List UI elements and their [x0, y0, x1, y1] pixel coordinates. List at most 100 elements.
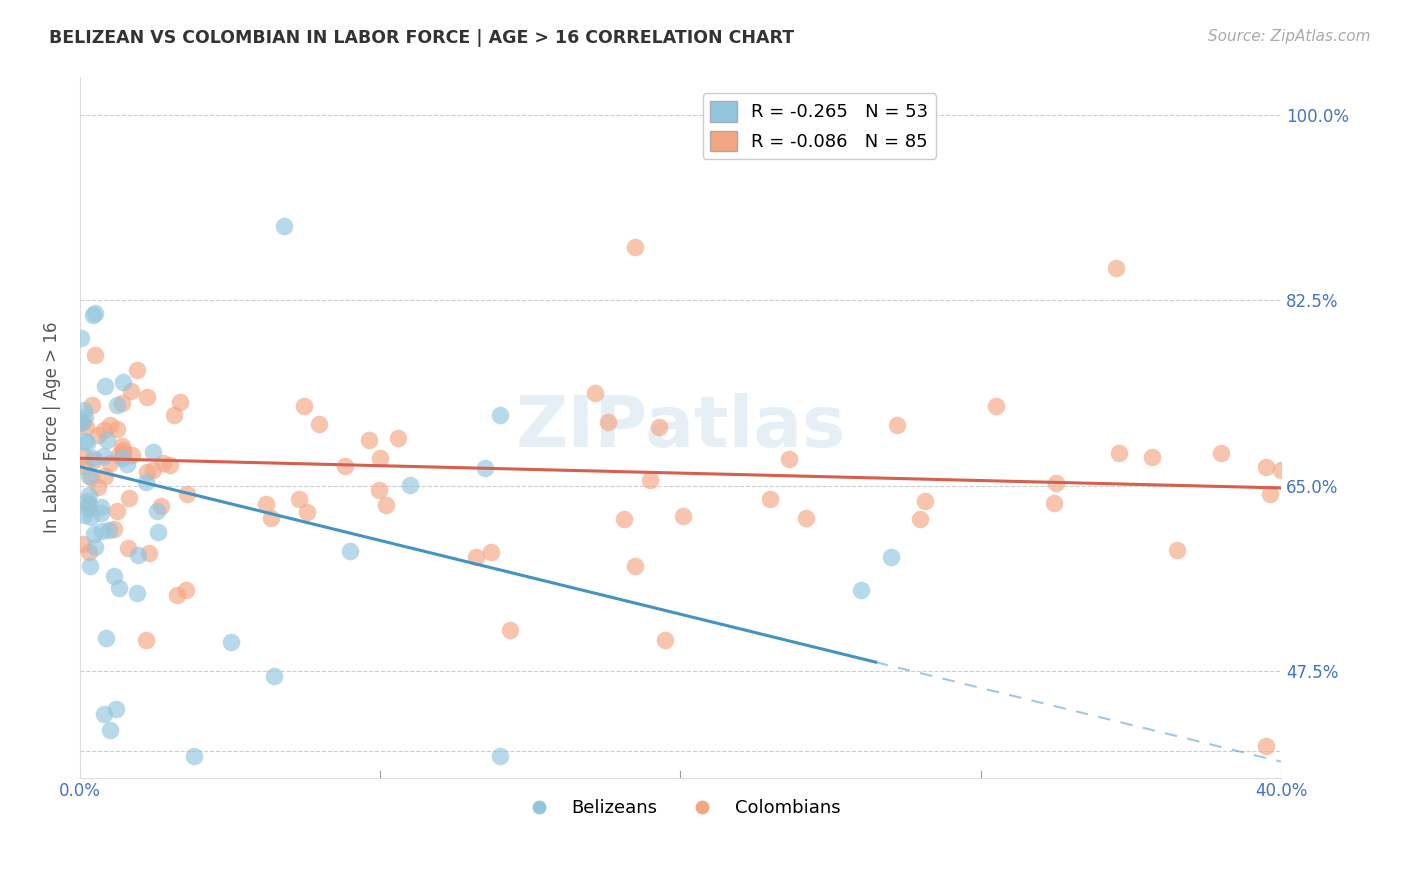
- Colombians: [176, 487, 198, 501]
- Colombians: [1258, 487, 1281, 501]
- Colombians: [596, 415, 619, 429]
- Colombians: [72, 536, 94, 550]
- Colombians: [75, 420, 97, 434]
- Belizeans: [219, 635, 242, 649]
- Belizeans: [263, 669, 285, 683]
- Colombians: [93, 423, 115, 437]
- Colombians: [1270, 463, 1292, 477]
- Belizeans: [474, 460, 496, 475]
- Colombians: [1166, 543, 1188, 558]
- Colombians: [107, 504, 129, 518]
- Belizeans: [142, 445, 165, 459]
- Belizeans: [104, 701, 127, 715]
- Colombians: [984, 399, 1007, 413]
- Belizeans: [70, 331, 93, 345]
- Colombians: [910, 512, 932, 526]
- Colombians: [152, 456, 174, 470]
- Belizeans: [93, 449, 115, 463]
- Belizeans: [80, 510, 103, 524]
- Belizeans: [339, 543, 361, 558]
- Belizeans: [73, 403, 96, 417]
- Colombians: [111, 439, 134, 453]
- Colombians: [163, 408, 186, 422]
- Colombians: [1045, 476, 1067, 491]
- Colombians: [98, 417, 121, 432]
- Text: BELIZEAN VS COLOMBIAN IN LABOR FORCE | AGE > 16 CORRELATION CHART: BELIZEAN VS COLOMBIAN IN LABOR FORCE | A…: [49, 29, 794, 46]
- Colombians: [1254, 739, 1277, 753]
- Belizeans: [77, 468, 100, 483]
- Colombians: [624, 240, 647, 254]
- Belizeans: [69, 415, 91, 429]
- Colombians: [111, 395, 134, 409]
- Belizeans: [879, 549, 901, 564]
- Colombians: [125, 362, 148, 376]
- Colombians: [333, 458, 356, 473]
- Colombians: [118, 491, 141, 505]
- Belizeans: [96, 433, 118, 447]
- Belizeans: [108, 581, 131, 595]
- Colombians: [80, 469, 103, 483]
- Text: Source: ZipAtlas.com: Source: ZipAtlas.com: [1208, 29, 1371, 44]
- Colombians: [387, 431, 409, 445]
- Belizeans: [90, 500, 112, 515]
- Belizeans: [73, 434, 96, 448]
- Belizeans: [98, 723, 121, 737]
- Colombians: [87, 428, 110, 442]
- Belizeans: [83, 527, 105, 541]
- Belizeans: [73, 409, 96, 424]
- Colombians: [1108, 446, 1130, 460]
- Belizeans: [69, 416, 91, 430]
- Colombians: [778, 451, 800, 466]
- Belizeans: [849, 582, 872, 597]
- Colombians: [117, 541, 139, 555]
- Colombians: [83, 452, 105, 467]
- Belizeans: [112, 376, 135, 390]
- Colombians: [103, 522, 125, 536]
- Belizeans: [489, 749, 512, 764]
- Belizeans: [135, 475, 157, 489]
- Colombians: [72, 449, 94, 463]
- Belizeans: [84, 540, 107, 554]
- Belizeans: [93, 706, 115, 721]
- Belizeans: [79, 559, 101, 574]
- Colombians: [254, 497, 277, 511]
- Colombians: [613, 512, 636, 526]
- Colombians: [105, 422, 128, 436]
- Colombians: [77, 497, 100, 511]
- Colombians: [73, 458, 96, 473]
- Text: ZIPatlas: ZIPatlas: [516, 393, 845, 462]
- Belizeans: [90, 506, 112, 520]
- Y-axis label: In Labor Force | Age > 16: In Labor Force | Age > 16: [44, 322, 60, 533]
- Belizeans: [399, 478, 422, 492]
- Colombians: [159, 458, 181, 472]
- Colombians: [121, 384, 143, 399]
- Colombians: [368, 450, 391, 465]
- Belizeans: [73, 508, 96, 522]
- Belizeans: [84, 306, 107, 320]
- Colombians: [638, 473, 661, 487]
- Colombians: [121, 448, 143, 462]
- Belizeans: [115, 457, 138, 471]
- Colombians: [648, 419, 671, 434]
- Colombians: [1254, 460, 1277, 475]
- Colombians: [111, 445, 134, 459]
- Colombians: [623, 559, 645, 574]
- Colombians: [138, 546, 160, 560]
- Colombians: [367, 483, 389, 497]
- Colombians: [1140, 450, 1163, 464]
- Colombians: [87, 480, 110, 494]
- Colombians: [292, 399, 315, 413]
- Colombians: [108, 448, 131, 462]
- Belizeans: [94, 379, 117, 393]
- Colombians: [136, 390, 159, 404]
- Colombians: [499, 623, 522, 637]
- Colombians: [654, 632, 676, 647]
- Belizeans: [76, 435, 98, 450]
- Belizeans: [77, 500, 100, 515]
- Belizeans: [183, 749, 205, 764]
- Colombians: [135, 632, 157, 647]
- Colombians: [72, 415, 94, 429]
- Belizeans: [96, 632, 118, 646]
- Colombians: [84, 348, 107, 362]
- Colombians: [94, 468, 117, 483]
